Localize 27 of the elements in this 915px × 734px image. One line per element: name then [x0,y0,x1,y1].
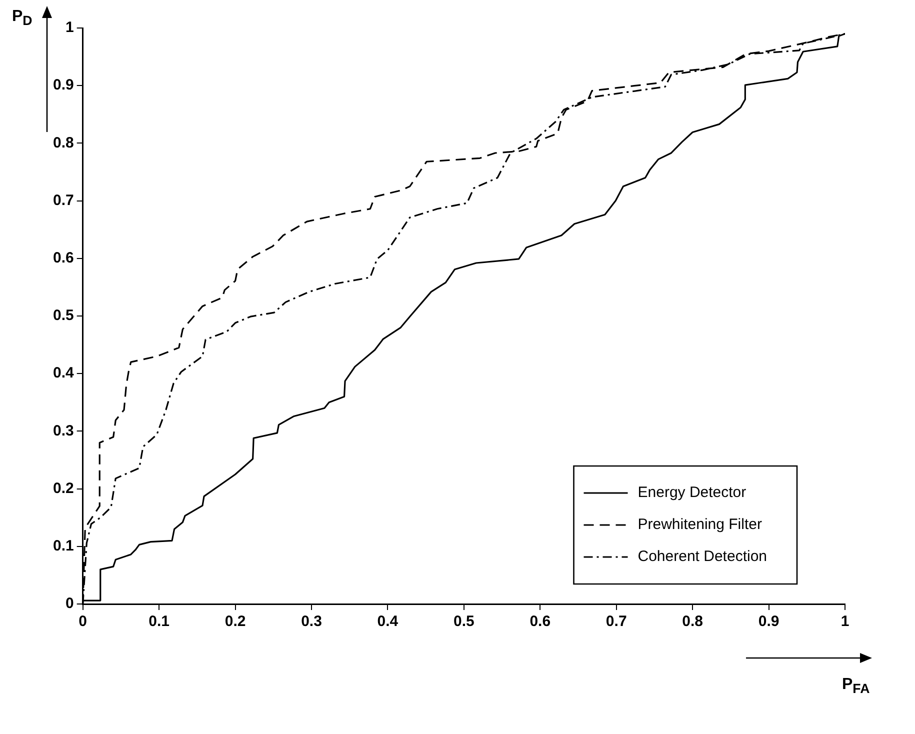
x-tick-label: 0.6 [530,613,551,630]
y-tick-label: 0.1 [52,538,74,555]
x-tick-label: 1 [840,613,850,630]
legend-label: Energy Detector [638,484,746,502]
x-tick-label: 0.2 [224,613,246,630]
y-axis-title: P$_{D}$ [12,8,32,28]
x-tick-label: 0.9 [758,613,780,630]
x-axis-title: P$_{FA}$ [842,676,870,696]
legend-label: Coherent Detection [638,548,768,566]
y-tick-label: 0.8 [52,134,74,152]
y-tick-label: 0.9 [52,76,74,94]
legend-label: Prewhitening Filter [638,516,762,534]
y-tick-label: 1 [66,19,74,36]
x-tick-label: 0 [78,613,88,630]
x-tick-label: 0.4 [377,613,399,630]
y-tick-label: 0.6 [52,250,74,267]
x-tick-label: 0.7 [606,613,627,630]
x-tick-label: 0.5 [453,613,474,630]
y-tick-label: 0.5 [52,307,74,324]
y-tick-label: 0.3 [52,422,74,440]
x-tick-label: 0.3 [301,613,322,630]
y-tick-label: 0.7 [52,192,74,209]
x-tick-label: 0.8 [682,613,703,630]
y-tick-label: 0.2 [52,480,74,497]
x-tick-label: 0.1 [148,613,170,630]
y-tick-label: 0.4 [52,364,74,382]
y-tick-label: 0 [66,595,74,612]
